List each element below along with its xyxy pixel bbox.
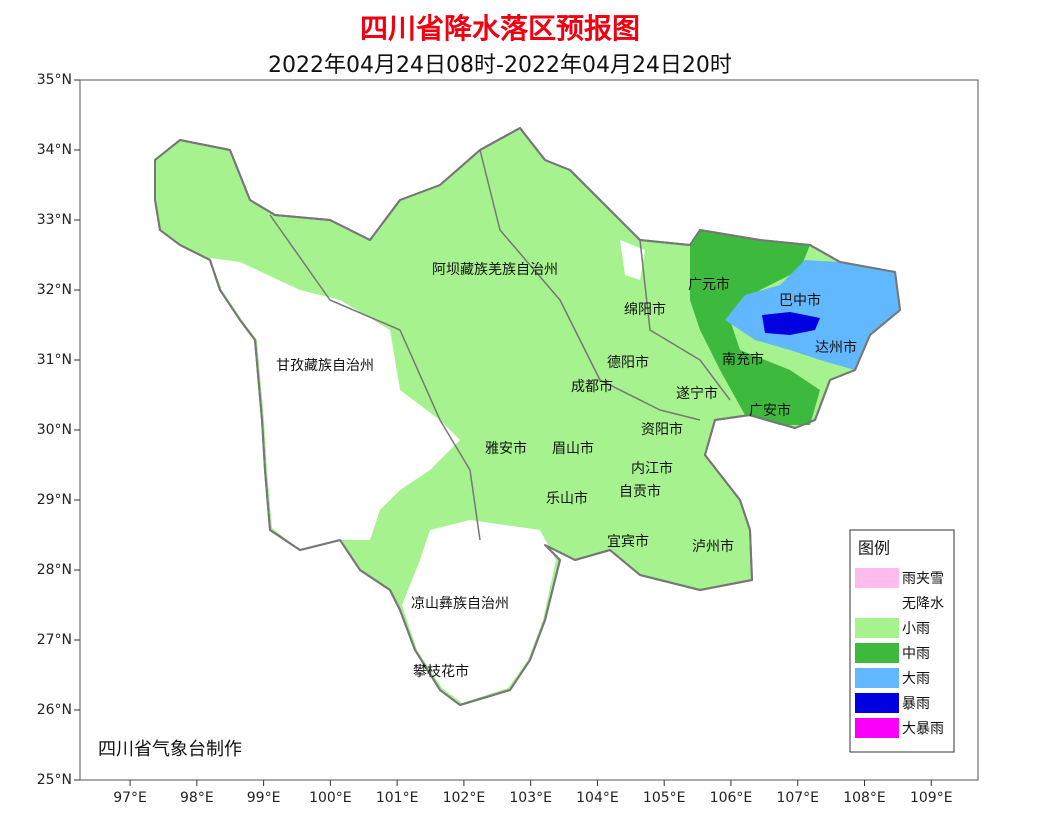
region-label: 眉山市 — [552, 440, 594, 457]
legend-label: 小雨 — [902, 621, 930, 637]
district-border — [639, 239, 731, 401]
region-label: 南充市 — [722, 351, 764, 368]
legend-label: 暴雨 — [902, 696, 930, 712]
y-tick-label: 25°N — [37, 772, 72, 788]
region-label: 阿坝藏族羌族自治州 — [432, 262, 558, 278]
x-tick-label: 98°E — [180, 790, 214, 806]
province — [154, 127, 901, 706]
y-tick-label: 31°N — [37, 352, 72, 368]
legend-label: 中雨 — [902, 646, 930, 662]
region-label: 自贡市 — [619, 483, 661, 500]
x-tick-label: 102°E — [443, 790, 486, 806]
no-rain-area — [620, 240, 645, 280]
title: 四川省降水落区预报图 — [360, 12, 640, 45]
y-tick-label: 35°N — [37, 72, 72, 88]
region-label: 绵阳市 — [624, 301, 666, 318]
legend-swatch — [855, 668, 899, 688]
region-label: 成都市 — [571, 378, 613, 395]
legend-swatch — [855, 618, 899, 638]
district-border — [269, 214, 481, 541]
region-label: 巴中市 — [779, 292, 821, 309]
region-label: 雅安市 — [485, 440, 527, 457]
region-label: 泸州市 — [692, 538, 734, 555]
region-label: 甘孜藏族自治州 — [276, 358, 374, 374]
province-border — [154, 127, 901, 706]
y-tick-label: 27°N — [37, 632, 72, 648]
y-tick-label: 33°N — [37, 212, 72, 228]
y-tick-label: 34°N — [37, 142, 72, 158]
region-label: 宜宾市 — [607, 533, 649, 550]
legend-label: 无降水 — [902, 596, 944, 612]
region-label: 遂宁市 — [676, 385, 718, 402]
y-tick-label: 26°N — [37, 702, 72, 718]
district-border — [479, 149, 701, 421]
rainstorm-area — [762, 312, 820, 335]
region-label: 攀枝花市 — [413, 663, 469, 680]
x-tick-label: 106°E — [710, 790, 753, 806]
region-label: 德阳市 — [607, 354, 649, 371]
region-label: 内江市 — [631, 460, 673, 477]
y-tick-label: 28°N — [37, 562, 72, 578]
legend-label: 大雨 — [902, 671, 930, 687]
x-tick-label: 107°E — [776, 790, 819, 806]
no-rain-area — [402, 520, 556, 703]
subtitle: 2022年04月24日08时-2022年04月24日20时 — [268, 53, 732, 78]
heavy-rain-area — [725, 260, 900, 370]
legend-box — [849, 529, 955, 753]
region-label: 广安市 — [749, 402, 791, 419]
legend-title: 图例 — [858, 539, 890, 558]
x-tick-label: 109°E — [910, 790, 953, 806]
region-label: 凉山彝族自治州 — [411, 596, 509, 612]
axis-ticks: 97°E 98°E 99°E 100°E 101°E 102°E 103°E 104°E 105… — [37, 72, 953, 806]
legend-label: 雨夹雪 — [902, 571, 944, 587]
y-tick-label: 32°N — [37, 282, 72, 298]
credit: 四川省气象台制作 — [98, 739, 242, 760]
x-tick-label: 99°E — [247, 790, 281, 806]
legend-swatch — [855, 693, 899, 713]
legend-swatch — [855, 593, 899, 613]
moderate-rain-area — [690, 230, 820, 425]
x-tick-label: 105°E — [643, 790, 686, 806]
no-rain-area — [210, 258, 460, 550]
x-tick-label: 108°E — [843, 790, 886, 806]
legend-swatch — [855, 718, 899, 738]
legend-swatch — [855, 643, 899, 663]
x-tick-label: 100°E — [309, 790, 352, 806]
region-label: 资阳市 — [641, 421, 683, 438]
y-tick-label: 29°N — [37, 492, 72, 508]
x-tick-label: 97°E — [113, 790, 147, 806]
x-tick-label: 101°E — [376, 790, 419, 806]
legend-label: 大暴雨 — [902, 721, 944, 737]
x-tick-label: 103°E — [509, 790, 552, 806]
region-label: 达州市 — [815, 339, 857, 356]
y-tick-label: 30°N — [37, 422, 72, 438]
legend-swatch — [855, 568, 899, 588]
region-label: 乐山市 — [546, 490, 588, 507]
x-tick-label: 104°E — [576, 790, 619, 806]
region-label: 广元市 — [688, 276, 730, 293]
